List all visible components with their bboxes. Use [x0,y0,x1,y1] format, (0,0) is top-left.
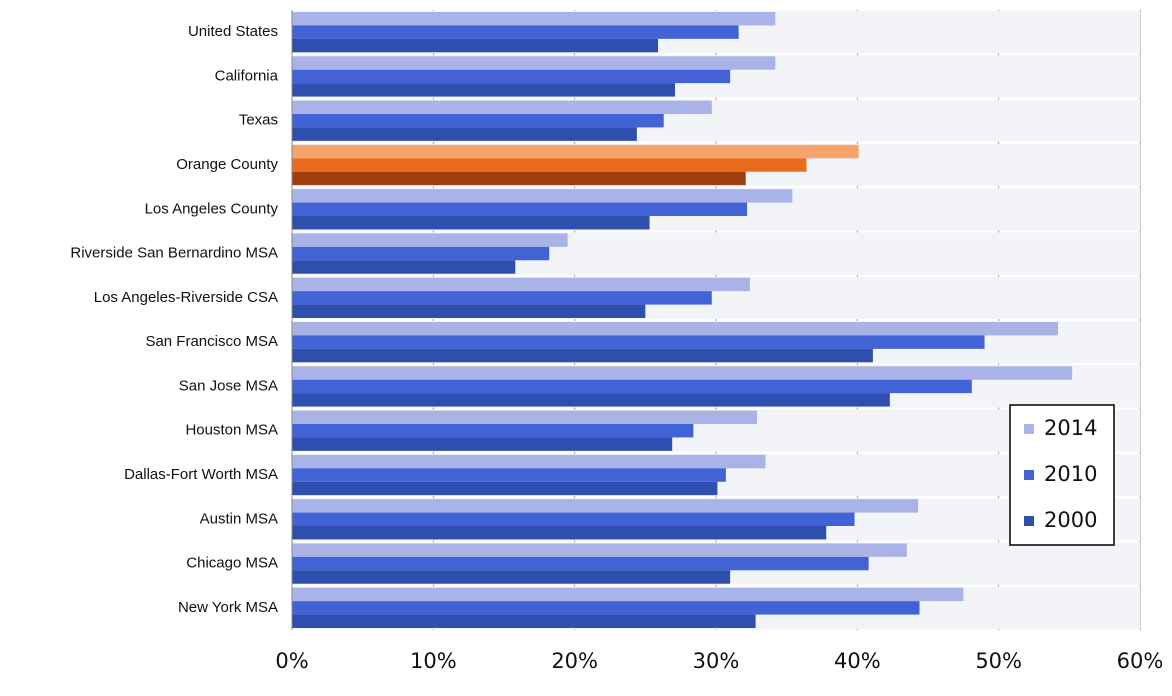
y-tick-label: Texas [239,112,278,129]
y-tick-label: Riverside San Bernardino MSA [70,245,278,262]
bar [292,144,859,159]
bar [292,454,766,469]
bar [292,410,757,424]
bar [292,158,807,172]
bar [292,348,873,363]
bar [292,366,1073,380]
y-tick-label: Dallas-Fort Worth MSA [124,466,278,483]
bar [292,260,516,274]
bar [292,322,1059,336]
bar [292,69,731,84]
x-tick-label: 40% [834,649,881,673]
bar [292,393,890,407]
x-tick-label: 0% [275,649,308,673]
bar [292,543,907,557]
y-tick-label: United States [188,23,278,40]
y-tick-label: Los Angeles-Riverside CSA [94,289,278,306]
x-tick-label: 50% [975,649,1022,673]
y-tick-label: Houston MSA [185,422,278,439]
x-tick-label: 10% [410,649,457,673]
bar [292,12,776,26]
x-tick-label: 20% [551,649,598,673]
y-tick-label: San Jose MSA [179,377,278,394]
bar [292,526,827,540]
bar [292,277,750,292]
bar [292,499,919,513]
bar [292,171,746,186]
bar [292,100,712,114]
y-tick-label: San Francisco MSA [145,333,278,350]
bar [292,114,664,128]
bar [292,246,550,261]
y-tick-label: Chicago MSA [186,555,278,572]
bar [292,556,869,571]
y-tick-label: Austin MSA [200,510,278,527]
bar [292,83,676,97]
bar [292,25,739,39]
legend-label: 2014 [1044,416,1097,440]
bar [292,216,650,230]
bar [292,437,673,451]
legend-swatch [1024,424,1034,434]
bar [292,127,637,141]
bar [292,424,694,438]
bar [292,587,964,602]
bar [292,202,748,216]
bar [292,570,731,584]
y-tick-label: California [215,67,279,84]
legend-label: 2010 [1044,462,1097,486]
legend-swatch [1024,470,1034,480]
x-tick-label: 60% [1117,649,1164,673]
bar [292,291,712,305]
y-tick-label: Los Angeles County [145,200,279,217]
bar [292,512,855,526]
bar [292,601,920,615]
bar [292,379,972,394]
bar [292,481,718,496]
x-tick-label: 30% [693,649,740,673]
bar [292,189,793,203]
bar [292,304,646,318]
bar [292,468,726,482]
y-tick-label: New York MSA [178,599,278,616]
bar [292,233,568,247]
bar [292,56,776,70]
bar [292,614,756,628]
bar [292,38,659,53]
bar [292,335,985,349]
y-tick-label: Orange County [176,156,278,173]
legend-swatch [1024,516,1034,526]
legend-label: 2000 [1044,508,1097,532]
